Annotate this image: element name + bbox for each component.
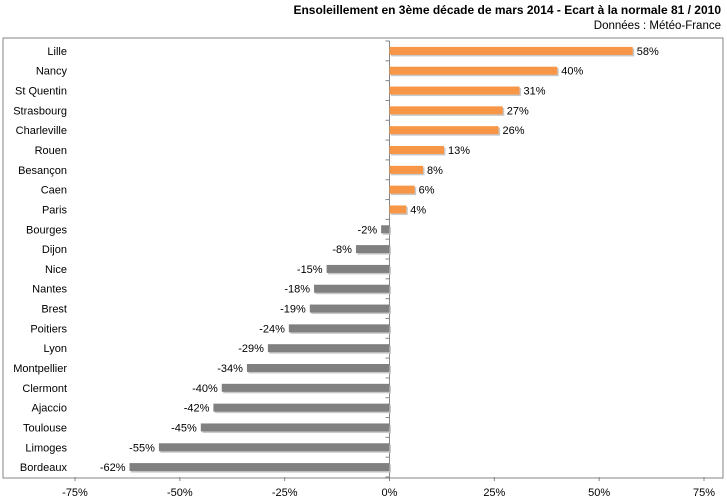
chart-subtitle: Données : Météo-France (593, 20, 721, 32)
chart-frame (2, 37, 724, 479)
bar (389, 146, 445, 154)
value-label: 31% (523, 86, 545, 98)
bar (314, 284, 390, 293)
bar (389, 165, 424, 174)
x-tick-label: -75% (62, 487, 88, 499)
category-label: Lyon (44, 343, 67, 355)
bar (158, 443, 390, 452)
bar (389, 66, 558, 75)
value-label: -19% (280, 304, 306, 316)
category-label: Ajaccio (32, 403, 67, 415)
value-label: -34% (217, 363, 243, 375)
value-label: 58% (637, 46, 659, 58)
category-label: Limoges (25, 442, 67, 454)
category-label: St Quentin (15, 86, 67, 98)
category-label: Rouen (35, 145, 67, 157)
bar (389, 126, 499, 135)
value-label: 8% (427, 165, 443, 177)
x-tick-label: -25% (272, 487, 298, 499)
value-label: -8% (332, 244, 352, 256)
value-label: -2% (358, 224, 378, 236)
bar (355, 245, 390, 254)
bar (213, 403, 390, 412)
value-label: -55% (129, 442, 155, 454)
bar (246, 364, 390, 372)
category-label: Paris (42, 204, 68, 216)
value-label: -24% (259, 323, 285, 335)
value-label: -15% (297, 264, 323, 276)
bar (129, 463, 390, 472)
bar (389, 205, 407, 214)
value-label: 40% (561, 66, 583, 78)
value-label: -42% (184, 403, 210, 415)
category-label: Nancy (36, 66, 68, 78)
bar (288, 324, 390, 333)
value-label: 26% (503, 125, 525, 137)
category-label: Bordeaux (20, 462, 68, 474)
category-label: Bourges (26, 224, 67, 236)
value-label: 6% (419, 185, 435, 197)
x-tick-label: 0% (382, 487, 398, 499)
chart-title: Ensoleillement en 3ème décade de mars 20… (293, 3, 721, 17)
bar (309, 304, 390, 313)
value-label: 4% (410, 204, 426, 216)
value-label: -45% (171, 422, 197, 434)
bar (200, 423, 390, 432)
category-label: Strasbourg (13, 105, 67, 117)
x-tick-label: -50% (167, 487, 193, 499)
category-label: Dijon (42, 244, 67, 256)
x-tick-label: 75% (693, 487, 715, 499)
category-label: Nantes (32, 284, 67, 296)
category-label: Brest (41, 304, 67, 316)
x-tick-label: 50% (588, 487, 610, 499)
category-label: Montpellier (13, 363, 67, 375)
bar (389, 86, 520, 95)
value-label: -29% (238, 343, 264, 355)
category-label: Poitiers (30, 323, 67, 335)
value-label: 13% (448, 145, 470, 157)
category-label: Besançon (18, 165, 67, 177)
category-label: Nice (45, 264, 67, 276)
bar (221, 383, 390, 392)
value-label: -62% (100, 462, 126, 474)
bar (389, 46, 633, 55)
bar (389, 185, 415, 194)
category-label: Toulouse (23, 422, 67, 434)
bar (267, 344, 390, 353)
value-label: 27% (507, 105, 529, 117)
category-label: Lille (47, 46, 67, 58)
value-label: -18% (284, 284, 310, 296)
category-label: Charleville (16, 125, 67, 137)
bar (381, 225, 390, 234)
bar (389, 106, 503, 115)
category-label: Caen (41, 185, 67, 197)
x-tick-label: 25% (483, 487, 505, 499)
value-label: -40% (192, 383, 218, 395)
bar (326, 264, 390, 273)
category-label: Clermont (22, 383, 67, 395)
